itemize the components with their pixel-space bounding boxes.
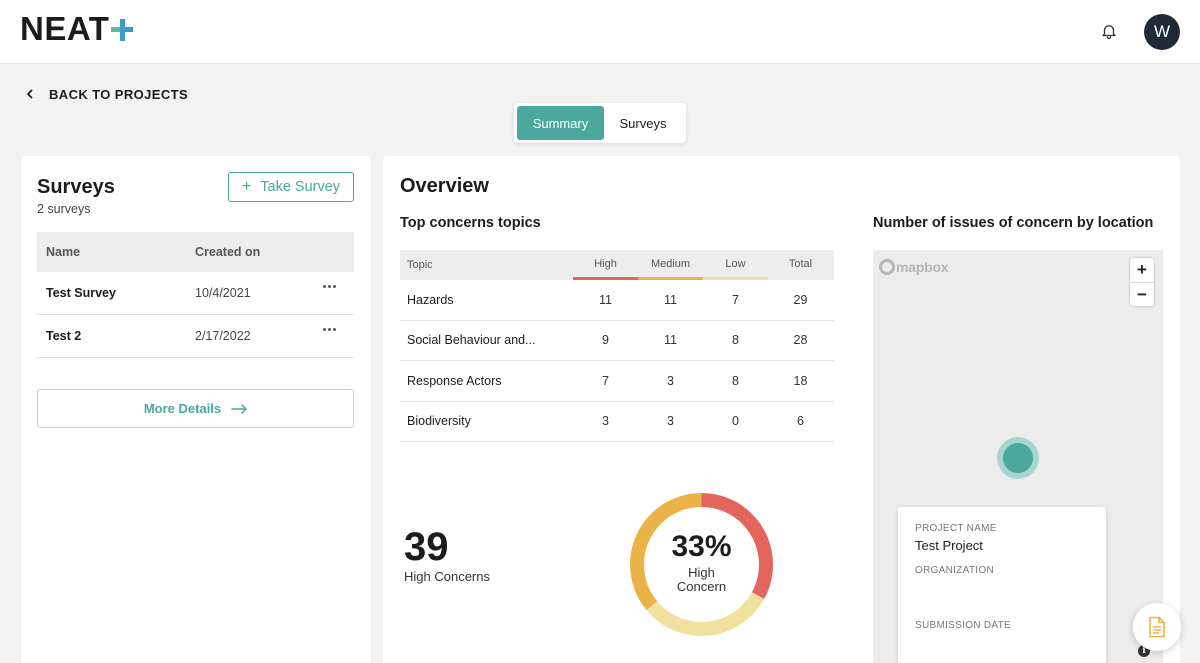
surveys-card: Surveys 2 surveys + Take Survey Name Cre… [21, 156, 371, 663]
high-color-bar [573, 277, 638, 280]
report-fab-button[interactable] [1133, 603, 1181, 651]
total-count: 28 [793, 333, 808, 348]
organization-label: ORGANIZATION [915, 565, 994, 576]
total-count: 6 [797, 414, 804, 429]
back-label: BACK TO PROJECTS [49, 86, 189, 102]
total-count: 18 [793, 373, 808, 388]
table-row[interactable]: Test Survey 10/4/2021 [37, 272, 354, 315]
zoom-in-button[interactable]: + [1137, 260, 1147, 279]
back-to-projects-link[interactable]: BACK TO PROJECTS [24, 84, 188, 104]
high-concern-donut-chart [630, 493, 773, 636]
column-header-name: Name [46, 245, 81, 259]
table-row: Response Actors 7 3 8 18 [400, 361, 834, 402]
column-header-medium: Medium [638, 250, 703, 280]
zoom-out-button[interactable]: − [1130, 282, 1154, 306]
map-title: Number of issues of concern by location [873, 215, 1154, 231]
more-options-icon[interactable] [323, 285, 336, 293]
project-name-label: PROJECT NAME [915, 523, 997, 534]
take-survey-label: Take Survey [260, 179, 341, 195]
column-header-topic: Topic [407, 259, 433, 271]
project-name-value: Test Project [915, 538, 983, 553]
surveys-table-header: Name Created on [37, 232, 354, 272]
document-icon [1149, 616, 1165, 638]
chevron-left-icon [27, 89, 33, 99]
medium-color-bar [638, 277, 703, 280]
donut-label-line1: High [688, 565, 715, 580]
concern-location-map[interactable]: mapbox + − PROJECT NAME Test Project ORG… [873, 250, 1163, 663]
medium-count: 3 [667, 373, 674, 388]
plus-icon: + [241, 178, 252, 195]
more-details-label: More Details [143, 401, 222, 416]
topic-name: Biodiversity [407, 414, 471, 429]
topic-name: Response Actors [407, 373, 502, 388]
topic-name: Hazards [407, 292, 454, 307]
more-options-icon[interactable] [323, 328, 336, 336]
concerns-table-header: Topic High Medium Low Total [400, 250, 834, 280]
table-row: Biodiversity 3 3 0 6 [400, 402, 834, 442]
table-row: Social Behaviour and... 9 11 8 28 [400, 321, 834, 361]
low-count: 8 [732, 333, 739, 348]
table-row: Hazards 11 11 7 29 [400, 280, 834, 321]
top-concerns-title: Top concerns topics [400, 215, 541, 231]
bell-icon[interactable] [1100, 22, 1118, 40]
map-marker[interactable] [997, 437, 1039, 479]
medium-count: 11 [664, 292, 677, 307]
survey-name[interactable]: Test 2 [46, 329, 82, 343]
donut-label: High Concern [628, 566, 775, 594]
column-header-low: Low [703, 250, 768, 280]
total-count: 29 [793, 292, 808, 307]
surveys-table: Name Created on Test Survey 10/4/2021 Te… [37, 232, 354, 358]
column-header-total: Total [788, 258, 813, 270]
overview-title: Overview [400, 175, 489, 197]
survey-name[interactable]: Test Survey [46, 286, 116, 300]
column-header-high: High [573, 250, 638, 280]
low-count: 8 [732, 373, 739, 388]
donut-label-line2: Concern [676, 579, 727, 594]
mapbox-logo[interactable]: mapbox [879, 259, 949, 275]
high-concerns-count: 39 [404, 525, 449, 569]
map-popup: PROJECT NAME Test Project ORGANIZATION S… [898, 507, 1106, 663]
tab-summary[interactable]: Summary [517, 106, 604, 140]
donut-segment-medium [630, 493, 773, 636]
tab-surveys[interactable]: Surveys [619, 115, 667, 131]
overview-card: Overview Top concerns topics Number of i… [383, 156, 1180, 663]
low-color-bar [703, 277, 768, 280]
surveys-title: Surveys [37, 176, 115, 198]
view-tabs: Summary Surveys [514, 103, 686, 143]
donut-segment-low [630, 493, 773, 636]
medium-count: 3 [667, 414, 674, 429]
low-count: 0 [732, 414, 739, 429]
topic-name: Social Behaviour and... [407, 333, 536, 348]
survey-created-date: 2/17/2022 [195, 329, 251, 343]
top-bar: NEAT W [0, 0, 1200, 64]
surveys-count: 2 surveys [37, 202, 91, 216]
high-concerns-label: High Concerns [404, 569, 490, 584]
take-survey-button[interactable]: + Take Survey [228, 172, 354, 202]
low-count: 7 [732, 292, 739, 307]
high-count: 3 [602, 414, 609, 429]
high-count: 9 [602, 333, 609, 348]
donut-percent: 33% [671, 530, 732, 563]
zoom-control: + − [1130, 258, 1154, 306]
more-details-button[interactable]: More Details [37, 389, 354, 428]
arrow-right-icon [231, 403, 247, 414]
user-avatar[interactable]: W [1144, 14, 1180, 50]
high-count: 7 [602, 373, 609, 388]
logo-plus-icon [111, 18, 134, 41]
logo-text: NEAT [20, 10, 110, 47]
medium-count: 11 [664, 333, 677, 348]
table-row[interactable]: Test 2 2/17/2022 [37, 315, 354, 358]
mapbox-wordmark: mapbox [896, 259, 949, 275]
high-count: 11 [599, 292, 612, 307]
column-header-created: Created on [195, 245, 261, 259]
concerns-table: Topic High Medium Low Total Hazards 11 1… [400, 250, 834, 442]
survey-created-date: 10/4/2021 [195, 286, 251, 300]
submission-date-label: SUBMISSION DATE [915, 620, 1011, 631]
neat-logo[interactable]: NEAT [20, 10, 134, 47]
mapbox-ring-icon [879, 259, 895, 275]
